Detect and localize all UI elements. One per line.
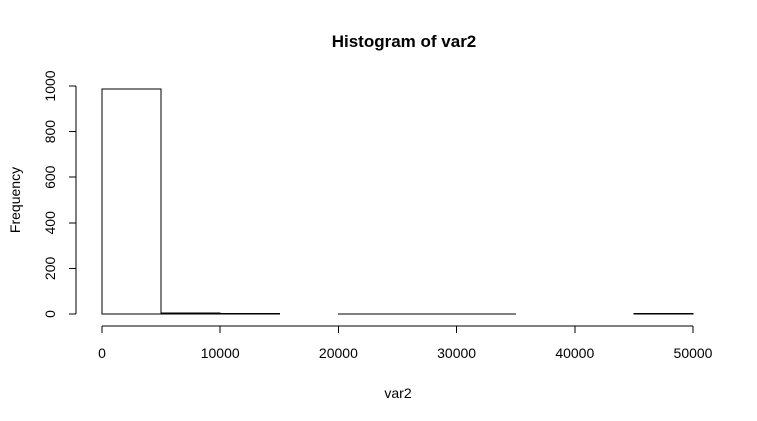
y-axis-label: Frequency xyxy=(7,167,23,233)
y-tick-label-1000: 1000 xyxy=(42,70,58,101)
y-tick-label-600: 600 xyxy=(42,165,58,189)
chart-title: Histogram of var2 xyxy=(332,32,477,51)
histogram-bar-0-5000 xyxy=(101,88,162,315)
histogram-bars xyxy=(101,88,694,315)
y-tick-label-800: 800 xyxy=(42,120,58,144)
x-axis-label: var2 xyxy=(384,385,411,401)
x-tick-label-0: 0 xyxy=(98,345,106,361)
x-tick-label-40000: 40000 xyxy=(555,345,594,361)
y-axis-ticks: 0 200 400 600 800 1000 xyxy=(42,70,76,318)
x-tick-label-20000: 20000 xyxy=(319,345,358,361)
y-tick-label-400: 400 xyxy=(42,211,58,235)
y-tick-label-200: 200 xyxy=(42,257,58,281)
x-axis-ticks: 0 10000 20000 30000 40000 50000 xyxy=(98,326,713,361)
x-tick-label-10000: 10000 xyxy=(201,345,240,361)
x-tick-label-30000: 30000 xyxy=(437,345,476,361)
y-tick-label-0: 0 xyxy=(42,310,58,318)
histogram-bar-5000-10000 xyxy=(160,312,221,315)
x-tick-label-50000: 50000 xyxy=(674,345,713,361)
